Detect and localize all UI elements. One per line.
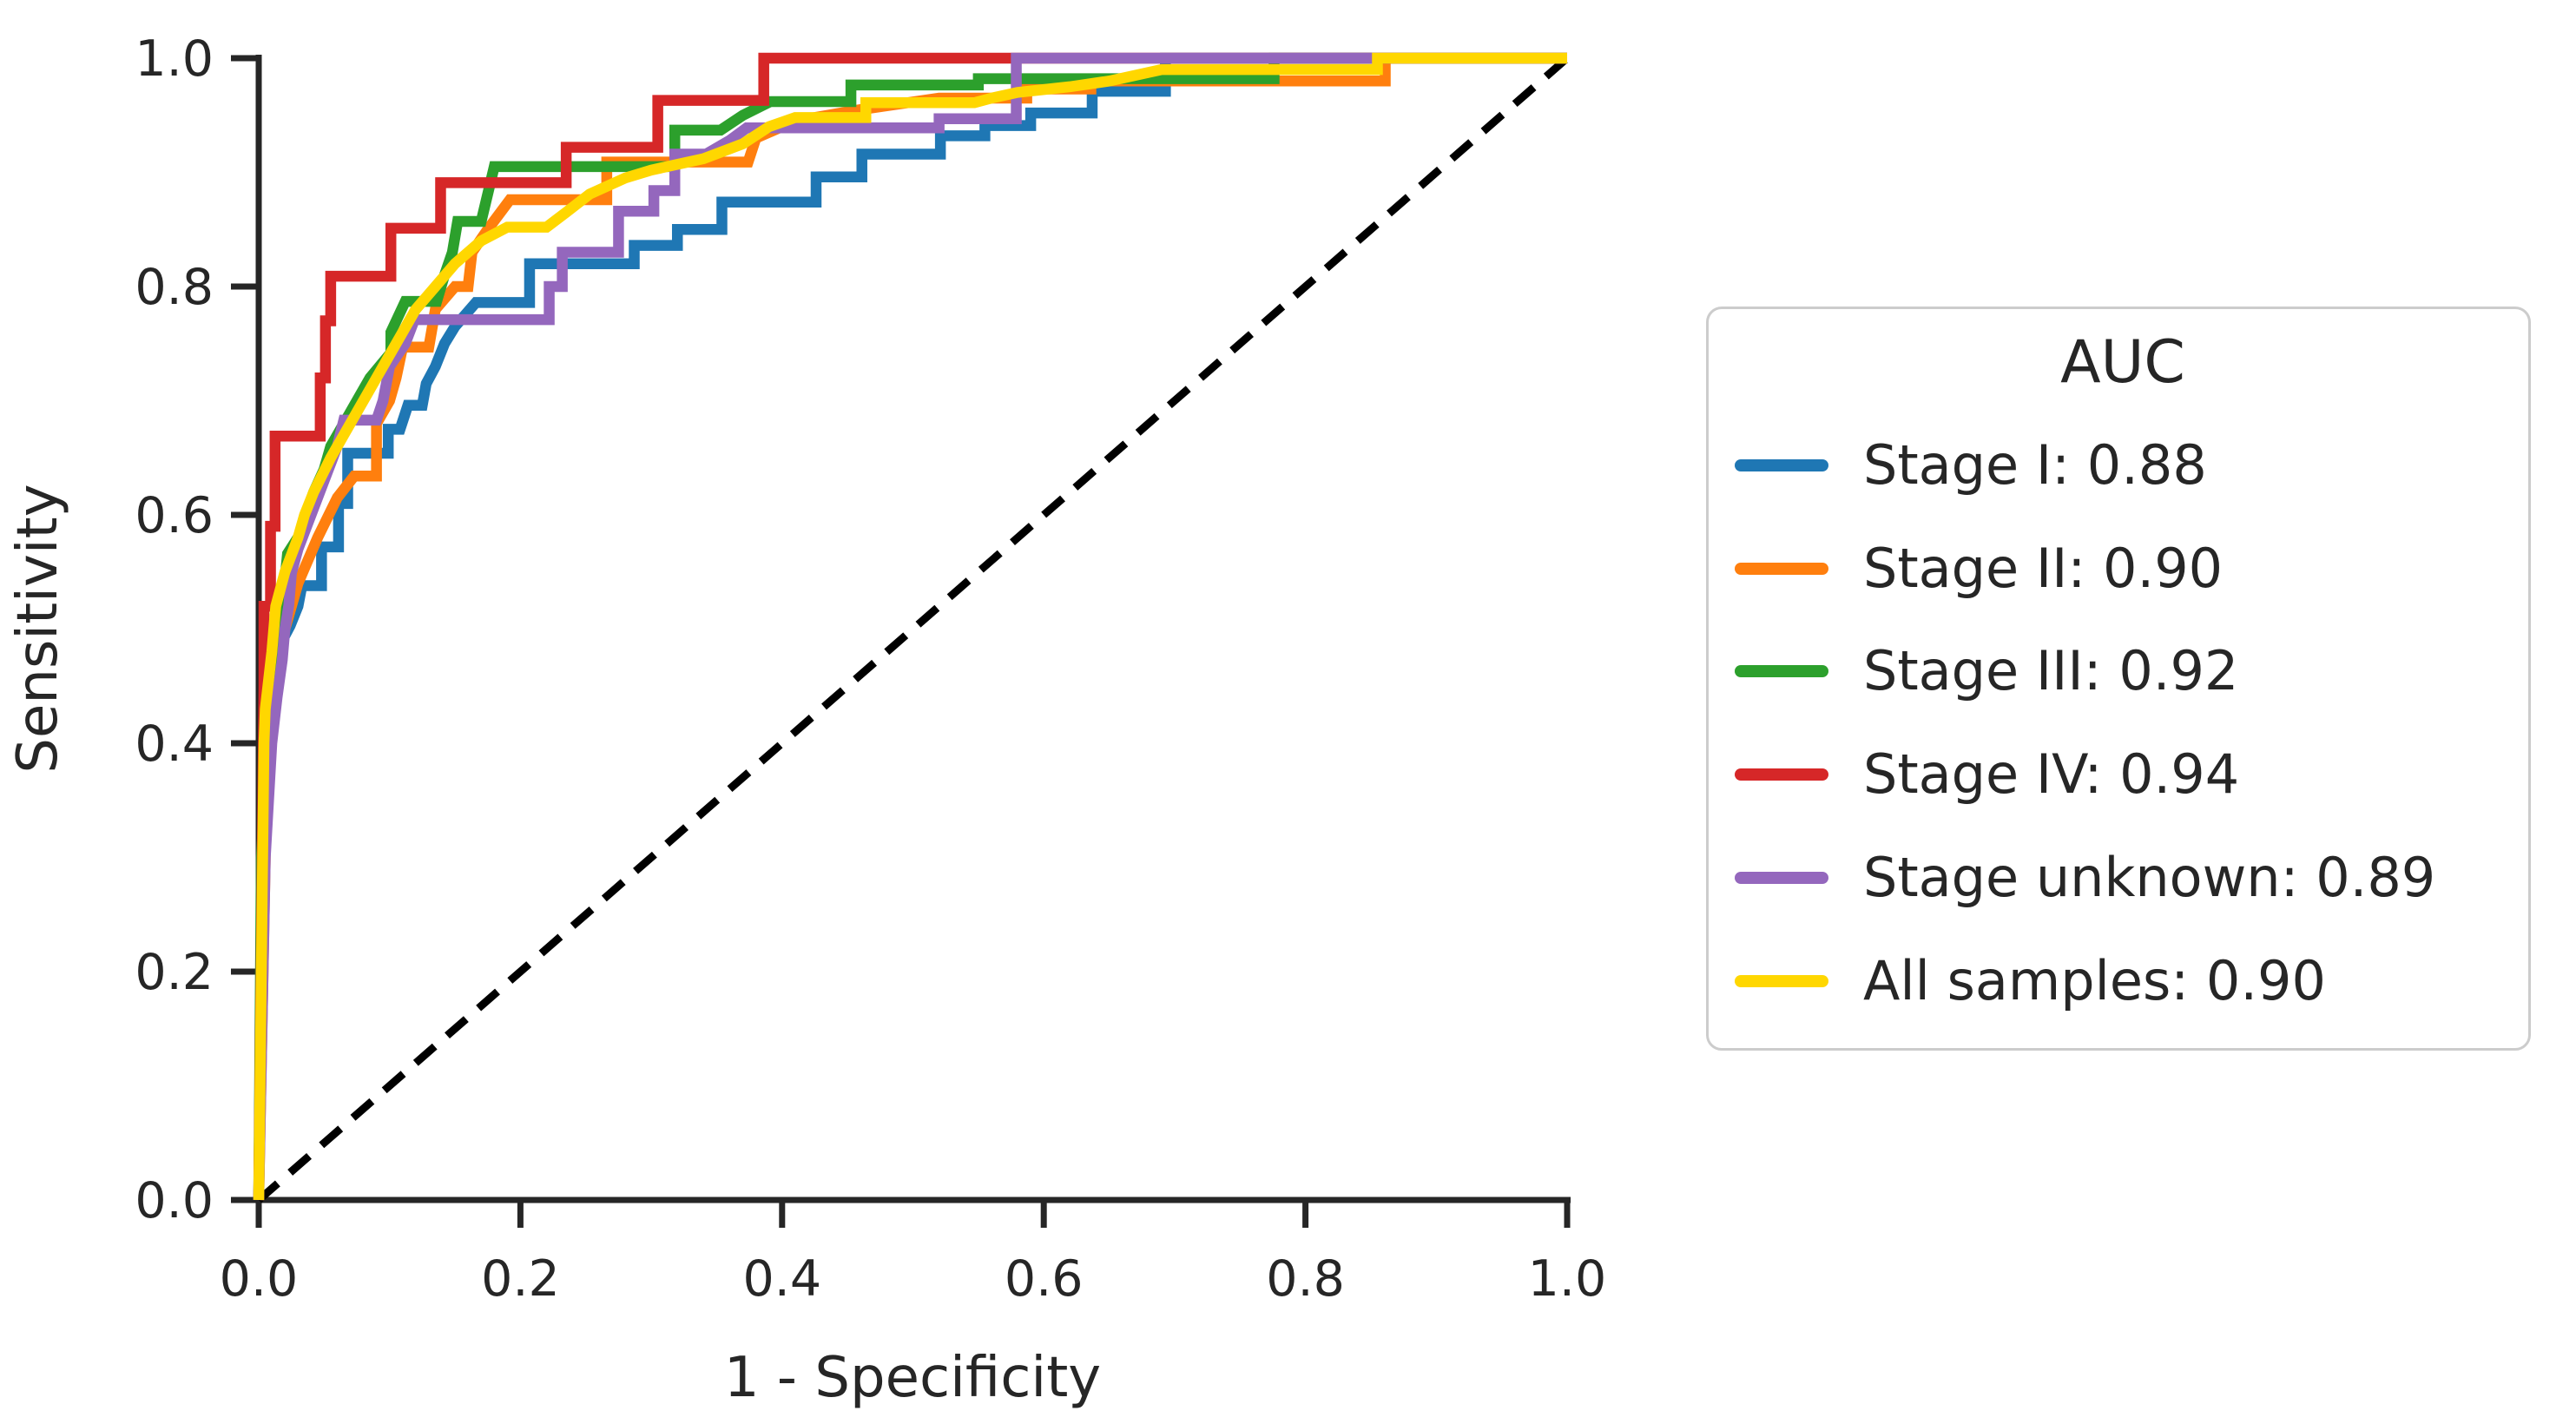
legend-label-stage-iii: Stage III: 0.92	[1863, 639, 2239, 703]
roc-curve-all-samples	[253, 52, 1567, 1201]
legend-line-stage-ii-icon	[1735, 562, 1828, 575]
legend-label-stage-iv: Stage IV: 0.94	[1863, 742, 2240, 807]
roc-curve-stage-unknown	[253, 52, 1567, 1201]
legend-label-stage-unknown: Stage unknown: 0.89	[1863, 845, 2436, 909]
y-tick-label: 0.2	[135, 944, 214, 1001]
x-tick-label: 0.2	[481, 1250, 560, 1308]
legend-label-stage-ii: Stage II: 0.90	[1863, 536, 2224, 600]
legend-title: AUC	[2060, 328, 2185, 397]
legend-label-all-samples: All samples: 0.90	[1863, 948, 2326, 1012]
legend-label-stage-i: Stage I: 0.88	[1863, 432, 2207, 497]
legend-line-stage-i-icon	[1735, 458, 1828, 471]
x-tick-label: 0.6	[1005, 1250, 1084, 1308]
x-tick-label: 0.8	[1266, 1250, 1345, 1308]
x-tick-label: 0.0	[220, 1250, 299, 1308]
legend-line-all-samples-icon	[1735, 974, 1828, 987]
legend-row-stage-unknown: Stage unknown: 0.89	[1735, 826, 2511, 929]
y-tick-label: 0.6	[135, 487, 214, 544]
x-tick-label: 0.4	[742, 1250, 821, 1308]
y-tick-label: 0.0	[135, 1172, 214, 1230]
x-axis-label: 1 - Specificity	[723, 1346, 1102, 1410]
roc-curve-stage-i	[253, 52, 1567, 1201]
legend-row-stage-iv: Stage IV: 0.94	[1735, 723, 2511, 827]
legend-line-stage-iii-icon	[1735, 665, 1828, 678]
legend-row-stage-iii: Stage III: 0.92	[1735, 620, 2511, 723]
legend-box: AUC Stage I: 0.88 Stage II: 0.90 Stage I…	[1706, 307, 2531, 1051]
y-tick-label: 0.4	[135, 715, 214, 773]
roc-curve-stage-iv	[253, 52, 1567, 1201]
x-tick-label: 1.0	[1528, 1250, 1607, 1308]
y-tick-label: 1.0	[135, 30, 214, 88]
legend-line-stage-iv-icon	[1735, 768, 1828, 781]
legend-line-stage-unknown-icon	[1735, 871, 1828, 884]
legend-row-stage-i: Stage I: 0.88	[1735, 413, 2511, 517]
legend-row-all-samples: All samples: 0.90	[1735, 929, 2511, 1032]
legend-row-stage-ii: Stage II: 0.90	[1735, 517, 2511, 620]
y-axis-label: Sensitivity	[6, 484, 70, 774]
y-tick-label: 0.8	[135, 259, 214, 316]
